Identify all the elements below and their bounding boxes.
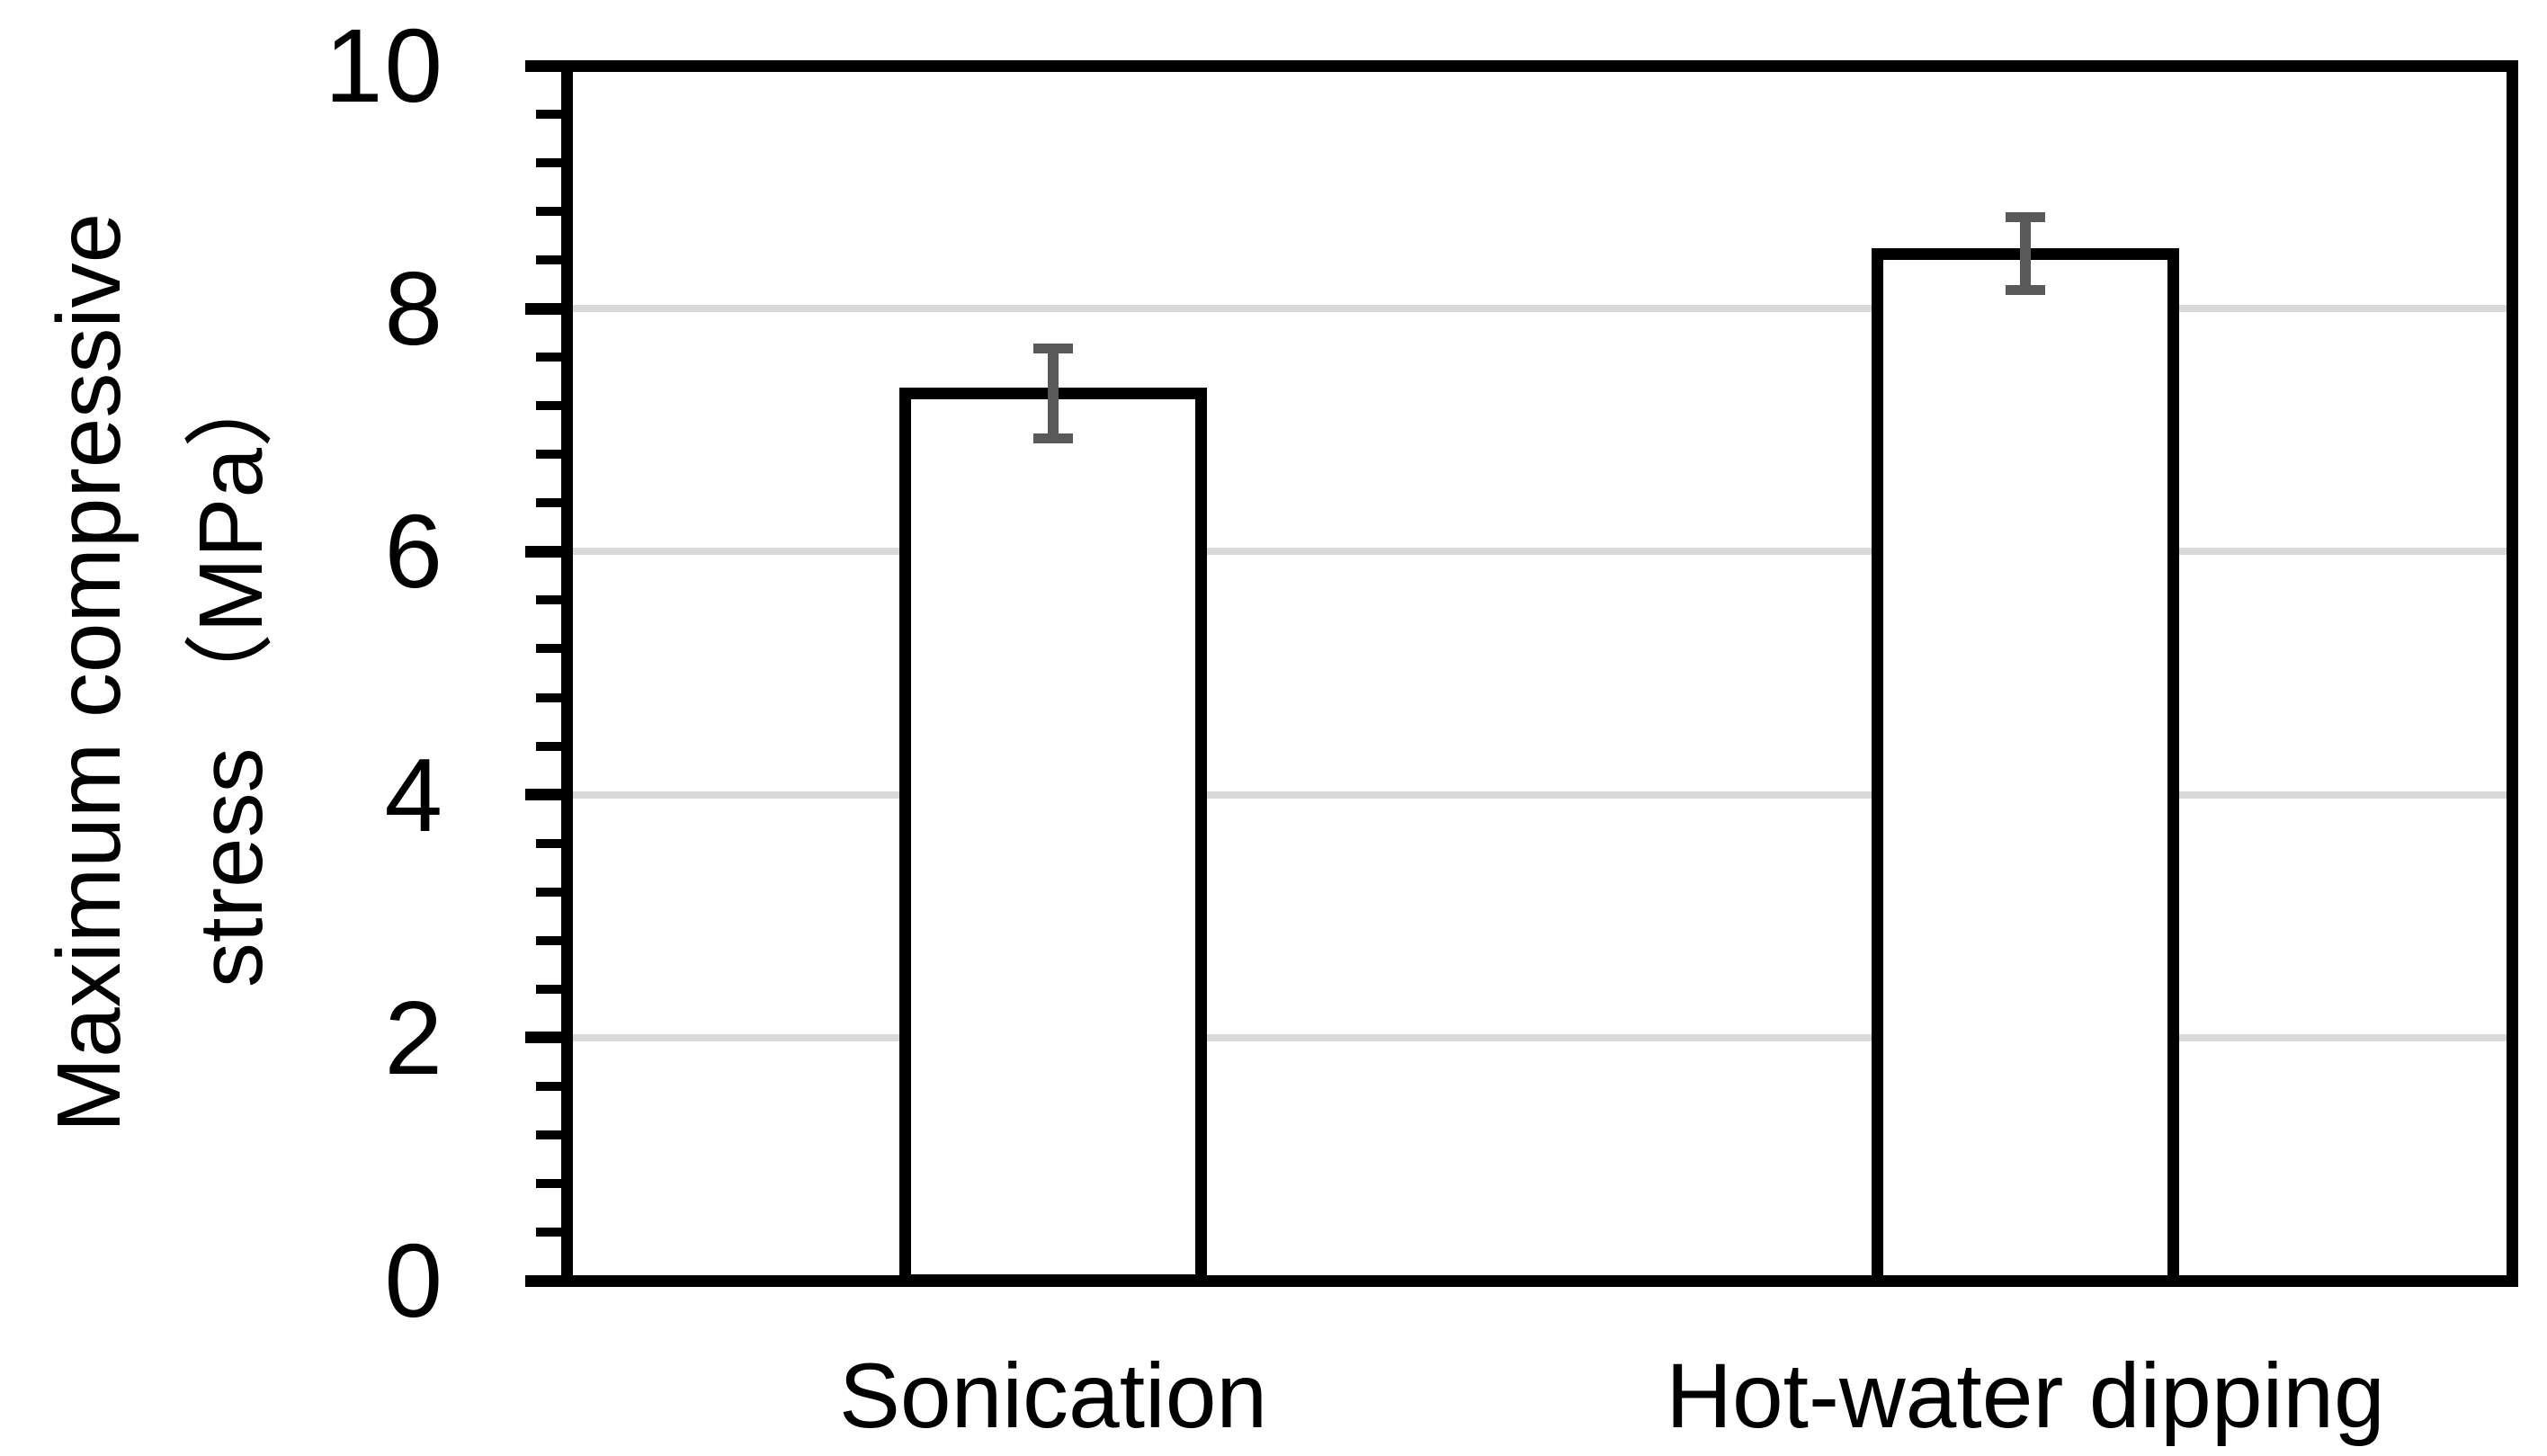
y-minor-tick-9.6 <box>536 110 561 119</box>
y-tick-label-4: 4 <box>384 737 444 853</box>
y-minor-tick-3.6 <box>536 839 561 848</box>
y-major-tick-0 <box>525 1275 561 1287</box>
y-minor-tick-1.6 <box>536 1082 561 1091</box>
y-tick-label-0: 0 <box>384 1222 444 1339</box>
y-minor-tick-0.4 <box>536 1228 561 1237</box>
y-minor-tick-6.8 <box>536 450 561 459</box>
error-bar-top-cap-hot-water-dipping <box>2006 212 2045 222</box>
y-tick-label-8: 8 <box>384 250 444 367</box>
y-minor-tick-8.4 <box>536 255 561 264</box>
y-major-tick-8 <box>525 303 561 315</box>
bar-sonication <box>899 388 1207 1286</box>
y-tick-label-10: 10 <box>324 7 444 124</box>
gridline-2 <box>567 1034 2518 1041</box>
error-bar-bottom-cap-sonication <box>1033 433 1073 443</box>
y-tick-label-2: 2 <box>384 979 444 1096</box>
y-minor-tick-5.6 <box>536 595 561 604</box>
gridline-6 <box>567 548 2518 555</box>
y-minor-tick-1.2 <box>536 1130 561 1139</box>
gridline-8 <box>567 305 2518 312</box>
y-minor-tick-9.2 <box>536 158 561 167</box>
plot-border-top <box>561 60 2518 72</box>
y-minor-tick-8.8 <box>536 207 561 216</box>
bar-hot-water-dipping <box>1872 248 2179 1287</box>
y-minor-tick-0.8 <box>536 1179 561 1188</box>
y-minor-tick-7.2 <box>536 401 561 410</box>
y-minor-tick-5.2 <box>536 644 561 653</box>
y-minor-tick-2.4 <box>536 985 561 994</box>
y-major-tick-4 <box>525 789 561 800</box>
gridline-4 <box>567 791 2518 799</box>
y-minor-tick-3.2 <box>536 888 561 897</box>
error-bar-bottom-cap-hot-water-dipping <box>2006 285 2045 295</box>
error-bar-top-cap-sonication <box>1033 344 1073 353</box>
y-axis-line <box>561 60 573 1287</box>
category-label-sonication: Sonication <box>838 1344 1268 1447</box>
plot-border-right <box>2507 60 2518 1287</box>
y-minor-tick-4.8 <box>536 693 561 702</box>
error-bar-sonication <box>1048 349 1059 439</box>
y-major-tick-6 <box>525 546 561 558</box>
y-tick-label-6: 6 <box>384 493 444 610</box>
y-minor-tick-6.4 <box>536 498 561 507</box>
y-minor-tick-7.6 <box>536 353 561 362</box>
x-axis-line <box>561 1275 2518 1287</box>
y-minor-tick-4.4 <box>536 742 561 751</box>
y-major-tick-2 <box>525 1032 561 1043</box>
y-minor-tick-2.8 <box>536 936 561 945</box>
error-bar-hot-water-dipping <box>2020 218 2031 290</box>
y-major-tick-10 <box>525 60 561 72</box>
category-label-hot-water-dipping: Hot-water dipping <box>1666 1344 2385 1447</box>
